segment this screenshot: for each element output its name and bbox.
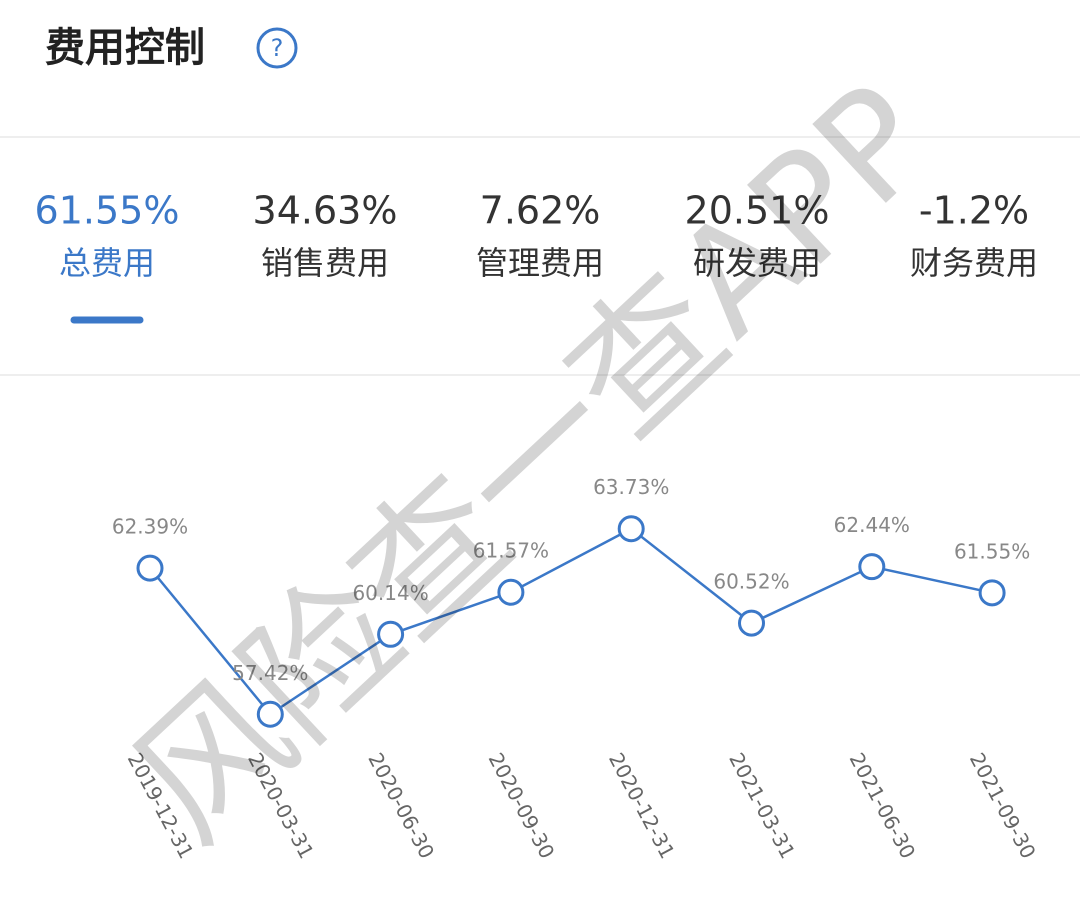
- x-tick-label: 2020-06-30: [363, 749, 439, 863]
- tab-value[interactable]: 34.63%: [253, 189, 398, 233]
- tab[interactable]: 61.55% 总费用: [35, 189, 180, 324]
- x-tick-label: 2021-06-30: [845, 749, 921, 863]
- tab[interactable]: -1.2% 财务费用: [910, 189, 1038, 283]
- x-tick-label: 2020-12-31: [604, 749, 680, 863]
- line: [149, 527, 993, 716]
- tab-label[interactable]: 销售费用: [261, 244, 389, 282]
- tab-value[interactable]: 7.62%: [480, 189, 601, 233]
- point: [497, 578, 525, 606]
- point: [256, 700, 284, 728]
- data-label: 57.42%: [232, 661, 308, 685]
- data-label: 60.52%: [713, 570, 789, 594]
- point: [617, 515, 645, 543]
- help-icon-text[interactable]: ?: [271, 34, 284, 62]
- point: [377, 620, 405, 648]
- tab[interactable]: 34.63% 销售费用: [253, 189, 398, 283]
- tab[interactable]: 7.62% 管理费用: [476, 189, 604, 283]
- watermark: 风险查一查APP: [101, 52, 964, 873]
- data-label: 62.39%: [112, 515, 188, 539]
- tab-label[interactable]: 研发费用: [693, 244, 821, 282]
- data-label: 62.44%: [834, 513, 910, 537]
- x-tick-label: 2021-09-30: [965, 749, 1041, 863]
- point: [136, 554, 164, 582]
- tab-bar: 61.55% 总费用 34.63% 销售费用 7.62% 管理费用 20.51% 研发费用 -1…: [35, 189, 1038, 324]
- section-title: 费用控制: [45, 25, 205, 71]
- tab[interactable]: 20.51% 研发费用: [685, 189, 830, 283]
- tab-value[interactable]: 61.55%: [35, 189, 180, 233]
- point: [858, 553, 886, 581]
- tab-label[interactable]: 管理费用: [476, 244, 604, 282]
- help-icon[interactable]: [256, 27, 298, 69]
- point: [978, 579, 1006, 607]
- point: [738, 609, 765, 637]
- tab-value[interactable]: 20.51%: [685, 189, 830, 233]
- data-label: 63.73%: [593, 475, 669, 499]
- data-label: 60.14%: [352, 581, 428, 605]
- tab-value[interactable]: -1.2%: [919, 189, 1029, 233]
- tab-label[interactable]: 总费用: [59, 244, 155, 282]
- data-label: 61.57%: [473, 539, 549, 563]
- tab-label[interactable]: 财务费用: [910, 244, 1038, 282]
- x-tick-label: 2021-03-31: [724, 749, 800, 863]
- data-label: 61.55%: [954, 539, 1030, 563]
- x-tick-label: 2020-09-30: [484, 749, 560, 863]
